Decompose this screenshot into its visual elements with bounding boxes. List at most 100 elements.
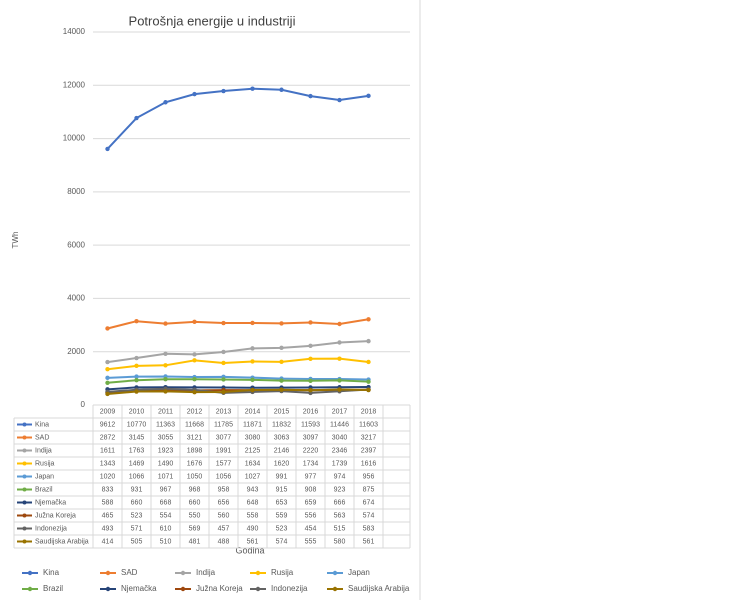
x-tick-label: 2018 [361, 408, 377, 415]
marker [279, 87, 284, 92]
marker [250, 320, 255, 326]
table-cell: 1620 [274, 460, 290, 467]
table-row-label: Japan [35, 473, 54, 480]
legend-marker [332, 586, 338, 592]
marker [250, 359, 255, 364]
table-legend-marker [22, 487, 27, 492]
table-cell: 2346 [332, 447, 348, 454]
table-cell: 493 [102, 525, 114, 532]
marker [105, 359, 110, 365]
legend-label: SAD [121, 568, 138, 577]
line [107, 357, 369, 371]
x-tick-label: 2009 [100, 408, 116, 415]
marker [105, 326, 110, 331]
table-cell: 561 [363, 538, 375, 545]
table-cell: 908 [305, 486, 317, 493]
marker [105, 375, 110, 381]
marker [163, 389, 168, 394]
table-cell: 3063 [274, 434, 290, 441]
table-cell: 1071 [158, 473, 174, 480]
legend-marker [332, 570, 338, 576]
table-cell: 10770 [127, 421, 147, 428]
table-cell: 968 [189, 486, 201, 493]
line [107, 387, 369, 394]
table-cell: 956 [363, 473, 375, 480]
legend-label: Rusija [271, 568, 294, 577]
marker [337, 356, 342, 361]
table-cell: 3080 [245, 434, 261, 441]
marker [134, 355, 139, 361]
marker [337, 97, 342, 103]
table-row-label: Brazil [35, 486, 53, 493]
marker [105, 391, 110, 397]
marker [308, 343, 313, 349]
table-row-label: SAD [35, 434, 49, 441]
y-tick-label: 4000 [67, 294, 85, 303]
legend-marker [255, 570, 261, 576]
x-axis-label: Godina [235, 545, 264, 555]
marker [308, 378, 313, 384]
table-cell: 3145 [129, 434, 145, 441]
table-cell: 1898 [187, 447, 203, 454]
marker [308, 388, 313, 393]
table-legend-marker [22, 500, 27, 505]
marker [337, 378, 342, 383]
y-tick-label: 10000 [63, 134, 86, 143]
table-cell: 574 [276, 538, 288, 545]
marker [163, 377, 168, 382]
marker [134, 389, 139, 394]
marker [308, 93, 313, 99]
table-cell: 1027 [245, 473, 261, 480]
table-cell: 561 [247, 538, 259, 545]
marker [279, 378, 284, 383]
marker [221, 360, 226, 366]
table-cell: 11446 [330, 421, 349, 428]
line [107, 388, 369, 395]
table-cell: 1343 [100, 460, 116, 467]
table-cell: 991 [276, 473, 288, 480]
table-cell: 1066 [129, 473, 145, 480]
table-cell: 481 [189, 538, 201, 545]
table-cell: 560 [218, 512, 230, 519]
table-cell: 967 [160, 486, 172, 493]
x-tick-label: 2017 [332, 408, 348, 415]
chart-title: Potrošnja energije u industriji [129, 13, 296, 28]
table-row-label: Saudijska Arabija [35, 538, 89, 545]
table-cell: 3097 [303, 434, 319, 441]
marker [134, 319, 139, 324]
table-cell: 1763 [129, 447, 145, 454]
table-cell: 958 [218, 486, 230, 493]
table-cell: 2220 [303, 447, 319, 454]
marker [163, 351, 168, 356]
table-cell: 1020 [100, 473, 116, 480]
marker [192, 358, 197, 363]
marker [279, 387, 284, 392]
table-cell: 490 [247, 525, 259, 532]
marker [366, 93, 371, 99]
table-cell: 9612 [100, 421, 116, 428]
marker [221, 88, 226, 94]
table-row-label: Indonezija [35, 525, 67, 532]
table-row-label: Rusija [35, 460, 55, 467]
table-legend-marker [22, 526, 27, 531]
table-cell: 11871 [243, 421, 262, 428]
marker [366, 379, 371, 384]
table-cell: 915 [276, 486, 288, 493]
table-cell: 1991 [216, 447, 232, 454]
x-tick-label: 2012 [187, 408, 203, 415]
marker [366, 317, 371, 322]
table-cell: 1577 [216, 460, 232, 467]
table-cell: 574 [363, 512, 375, 519]
table-legend-marker [22, 422, 27, 427]
marker [134, 115, 139, 121]
legend-label: Saudijska Arabija [348, 584, 410, 593]
marker [279, 321, 284, 326]
line [107, 340, 369, 364]
legend-marker [255, 586, 261, 592]
table-cell: 554 [160, 512, 172, 519]
legend-label: Indonezija [271, 584, 308, 593]
marker [337, 340, 342, 345]
table-cell: 1490 [158, 460, 174, 467]
